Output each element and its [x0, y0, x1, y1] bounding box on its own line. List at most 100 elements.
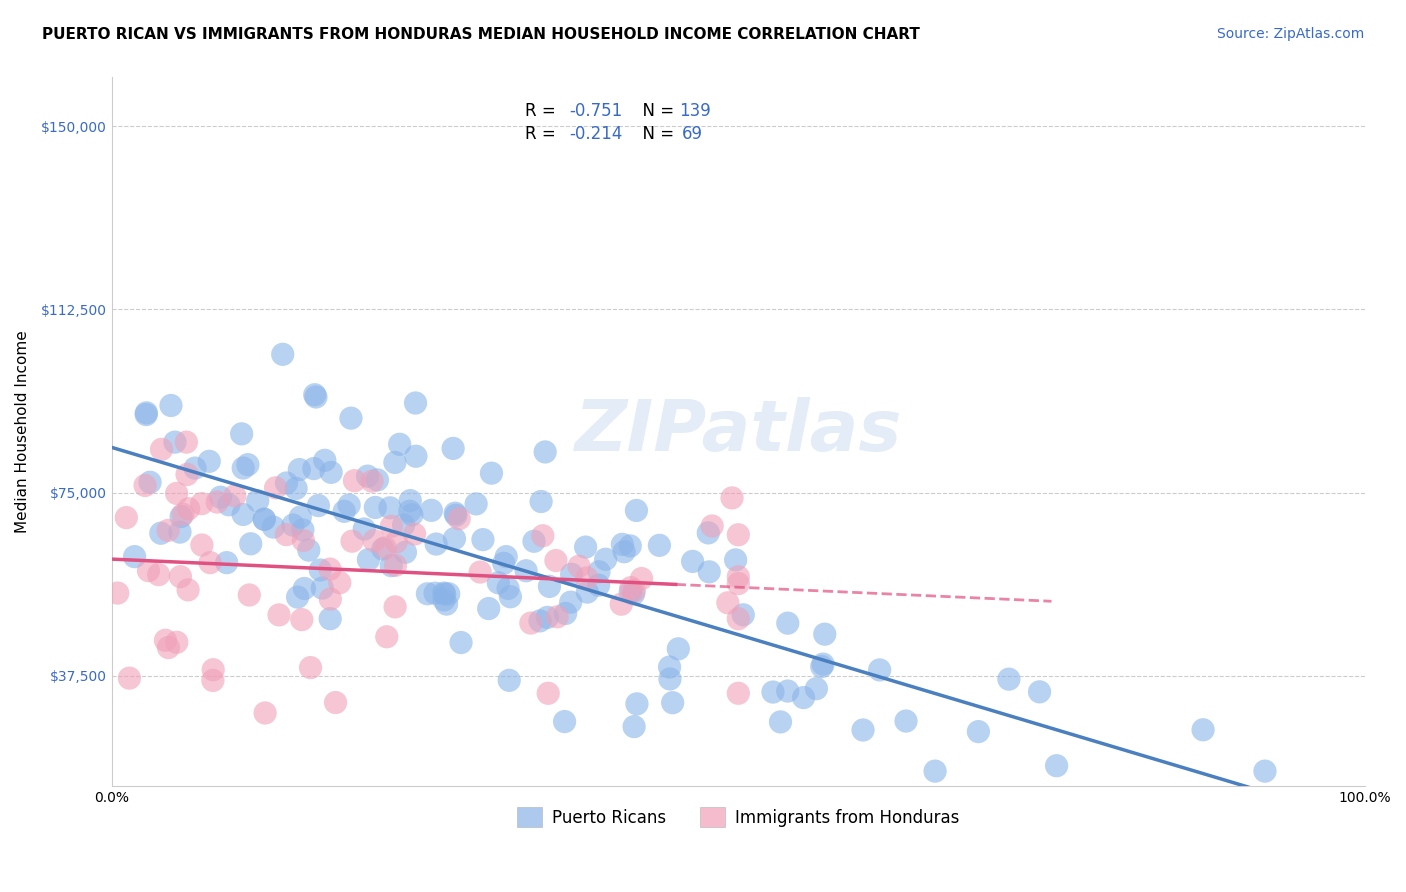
Point: [1045, 758, 1067, 772]
Point: [537, 686, 560, 700]
Point: [806, 681, 828, 696]
Point: [499, 590, 522, 604]
Point: [450, 635, 472, 649]
Text: 69: 69: [682, 125, 703, 143]
Point: [254, 706, 277, 720]
Point: [444, 508, 467, 523]
Point: [661, 696, 683, 710]
Point: [401, 508, 423, 522]
Point: [374, 541, 396, 555]
Y-axis label: Median Household Income: Median Household Income: [15, 330, 30, 533]
Point: [405, 449, 427, 463]
Point: [613, 545, 636, 559]
Point: [184, 461, 207, 475]
Point: [124, 549, 146, 564]
Point: [561, 567, 583, 582]
Text: R =: R =: [526, 125, 561, 143]
Point: [264, 481, 287, 495]
Point: [700, 519, 723, 533]
Point: [588, 565, 610, 579]
Point: [498, 673, 520, 688]
Point: [246, 493, 269, 508]
Point: [697, 565, 720, 579]
Point: [364, 500, 387, 515]
Point: [998, 672, 1021, 686]
Point: [398, 504, 420, 518]
Point: [309, 563, 332, 577]
Point: [166, 486, 188, 500]
Point: [465, 497, 488, 511]
Point: [531, 529, 554, 543]
Point: [658, 660, 681, 674]
Point: [224, 489, 246, 503]
Point: [176, 467, 198, 482]
Point: [190, 497, 212, 511]
Point: [160, 399, 183, 413]
Point: [568, 559, 591, 574]
Point: [294, 582, 316, 596]
Point: [471, 533, 494, 547]
Point: [378, 500, 401, 515]
Point: [107, 586, 129, 600]
Point: [340, 411, 363, 425]
Point: [276, 527, 298, 541]
Text: PUERTO RICAN VS IMMIGRANTS FROM HONDURAS MEDIAN HOUSEHOLD INCOME CORRELATION CHA: PUERTO RICAN VS IMMIGRANTS FROM HONDURAS…: [42, 27, 920, 42]
Point: [340, 534, 363, 549]
Point: [444, 506, 467, 520]
Point: [311, 581, 333, 595]
Point: [291, 523, 314, 537]
Point: [314, 453, 336, 467]
Point: [177, 501, 200, 516]
Point: [290, 510, 312, 524]
Point: [1192, 723, 1215, 737]
Point: [337, 498, 360, 512]
Point: [776, 684, 799, 698]
Point: [157, 524, 180, 538]
Point: [262, 520, 284, 534]
Point: [236, 458, 259, 472]
Point: [626, 697, 648, 711]
Point: [869, 663, 891, 677]
Point: [478, 601, 501, 615]
Point: [560, 595, 582, 609]
Point: [209, 490, 232, 504]
Point: [157, 640, 180, 655]
Point: [271, 347, 294, 361]
Point: [530, 494, 553, 508]
Point: [967, 724, 990, 739]
Point: [717, 596, 740, 610]
Point: [626, 503, 648, 517]
Point: [697, 525, 720, 540]
Point: [170, 509, 193, 524]
Point: [727, 528, 749, 542]
Point: [288, 462, 311, 476]
Point: [811, 657, 834, 672]
Point: [319, 562, 342, 576]
Point: [623, 587, 645, 601]
Point: [544, 553, 567, 567]
Point: [554, 714, 576, 729]
Point: [169, 525, 191, 540]
Point: [433, 593, 456, 607]
Point: [399, 493, 422, 508]
Point: [380, 558, 402, 573]
Point: [231, 426, 253, 441]
Point: [610, 597, 633, 611]
Point: [520, 616, 543, 631]
Point: [172, 508, 194, 522]
Point: [658, 672, 681, 686]
Point: [404, 527, 426, 541]
Text: -0.214: -0.214: [569, 125, 623, 143]
Point: [371, 542, 394, 557]
Point: [356, 469, 378, 483]
Point: [441, 442, 464, 456]
Point: [388, 437, 411, 451]
Point: [353, 522, 375, 536]
Point: [333, 504, 356, 518]
Point: [619, 539, 641, 553]
Point: [416, 587, 439, 601]
Point: [762, 685, 785, 699]
Point: [630, 572, 652, 586]
Text: 139: 139: [679, 103, 711, 120]
Point: [321, 466, 343, 480]
